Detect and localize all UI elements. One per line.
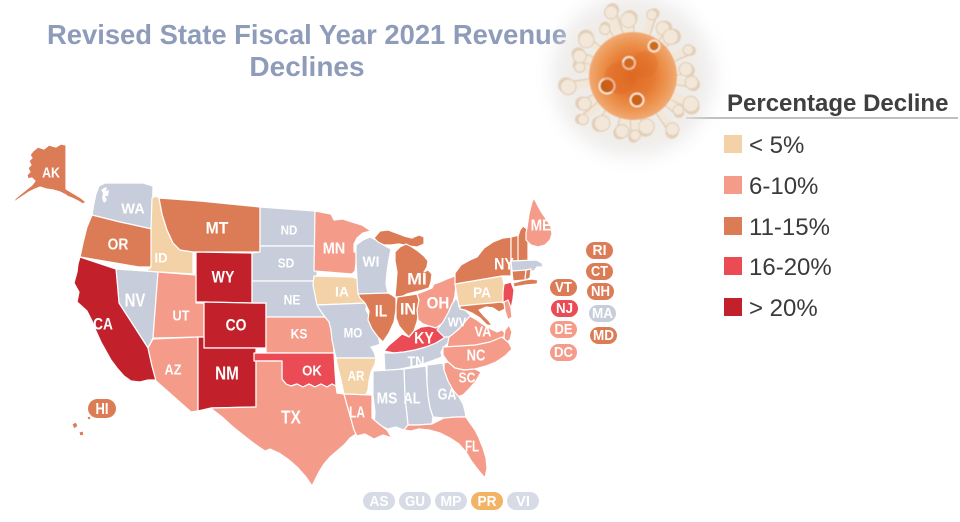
svg-text:< 5%: < 5%	[749, 132, 804, 159]
svg-text:CO: CO	[226, 316, 247, 335]
svg-text:PR: PR	[478, 493, 497, 510]
svg-text:SD: SD	[278, 256, 295, 271]
svg-text:DE: DE	[555, 321, 573, 338]
svg-text:Declines: Declines	[249, 51, 364, 82]
svg-text:WY: WY	[212, 268, 235, 287]
svg-text:Percentage Decline: Percentage Decline	[727, 90, 948, 117]
svg-text:NY: NY	[494, 255, 514, 274]
svg-text:MT: MT	[206, 219, 229, 238]
svg-text:OK: OK	[302, 363, 322, 380]
svg-text:GA: GA	[438, 387, 457, 404]
svg-text:MA: MA	[592, 305, 613, 322]
svg-text:KY: KY	[414, 329, 434, 348]
svg-text:CA: CA	[93, 315, 113, 334]
svg-text:IL: IL	[375, 302, 387, 321]
svg-text:16-20%: 16-20%	[749, 254, 832, 281]
svg-text:AR: AR	[348, 368, 365, 384]
svg-text:AL: AL	[404, 391, 421, 408]
svg-text:MD: MD	[593, 327, 614, 344]
svg-text:Revised State Fiscal Year 2021: Revised State Fiscal Year 2021 Revenue	[47, 19, 567, 50]
svg-text:OH: OH	[427, 294, 450, 313]
svg-text:MS: MS	[377, 391, 398, 408]
svg-text:GU: GU	[405, 493, 425, 510]
svg-text:NH: NH	[591, 283, 610, 300]
svg-text:AZ: AZ	[165, 362, 182, 379]
svg-text:MN: MN	[323, 241, 346, 258]
svg-text:ME: ME	[531, 218, 552, 235]
svg-text:WI: WI	[363, 254, 380, 271]
svg-text:6-10%: 6-10%	[749, 173, 818, 200]
svg-text:MI: MI	[407, 270, 427, 289]
svg-text:11-15%: 11-15%	[749, 214, 830, 241]
svg-text:> 20%: > 20%	[749, 295, 818, 322]
svg-text:RI: RI	[593, 242, 607, 259]
svg-text:TN: TN	[408, 354, 425, 371]
svg-text:TX: TX	[281, 408, 301, 428]
svg-text:DC: DC	[554, 344, 573, 361]
svg-text:OR: OR	[108, 237, 129, 254]
svg-text:WA: WA	[121, 201, 145, 218]
svg-text:UT: UT	[173, 308, 190, 325]
svg-text:IA: IA	[335, 284, 349, 300]
svg-text:CT: CT	[591, 263, 608, 280]
svg-text:NV: NV	[125, 291, 146, 311]
svg-text:KS: KS	[291, 326, 308, 342]
svg-text:NE: NE	[284, 292, 301, 308]
svg-text:VI: VI	[516, 493, 530, 510]
svg-text:SC: SC	[459, 370, 476, 387]
svg-text:FL: FL	[465, 439, 479, 456]
svg-text:IN: IN	[400, 300, 416, 319]
svg-text:VA: VA	[475, 324, 492, 341]
svg-text:LA: LA	[349, 405, 365, 422]
svg-text:NC: NC	[467, 348, 486, 365]
svg-text:ND: ND	[281, 223, 298, 238]
svg-text:ID: ID	[154, 250, 167, 266]
svg-text:VT: VT	[555, 279, 572, 296]
svg-text:AS: AS	[370, 493, 389, 510]
svg-text:MO: MO	[344, 325, 363, 341]
svg-text:HI: HI	[96, 401, 109, 418]
svg-text:NM: NM	[215, 364, 239, 384]
svg-text:PA: PA	[473, 285, 491, 302]
svg-text:AK: AK	[42, 165, 60, 182]
svg-text:NJ: NJ	[556, 300, 573, 317]
svg-text:WV: WV	[448, 315, 467, 330]
svg-text:MP: MP	[441, 493, 462, 510]
